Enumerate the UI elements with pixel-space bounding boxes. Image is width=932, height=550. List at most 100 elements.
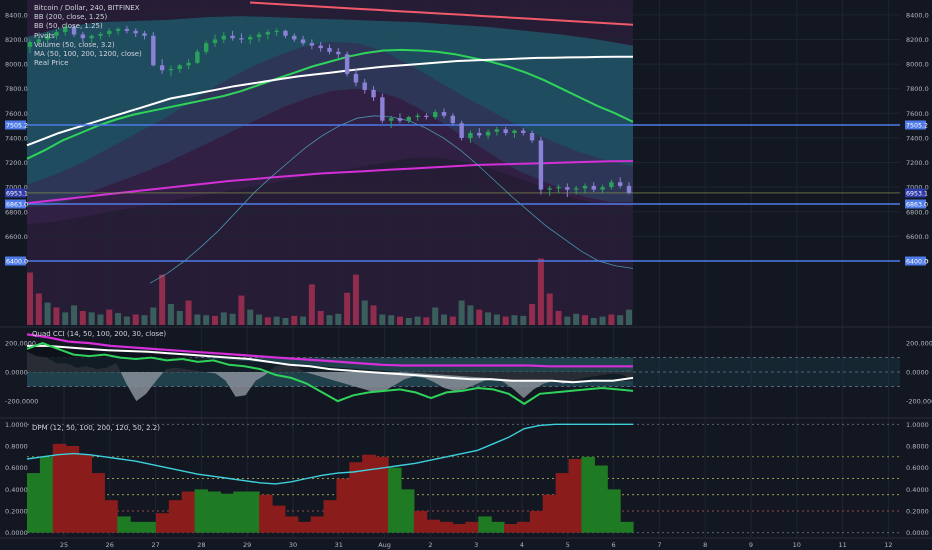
volume-bar [62,312,69,325]
price-tick-label-right: 6800.0 [906,208,929,216]
candle-body [292,35,297,40]
volume-bar [194,314,201,325]
volume-bar [361,300,368,325]
price-tick-label-left: 7200.0 [5,159,28,167]
volume-bar [555,311,562,325]
dpm-histogram-bar [465,521,479,533]
candle-body [538,140,544,190]
dpm-title[interactable]: DPM (12, 50, 100, 200, 120, 50, 2.2) [32,424,160,432]
dpm-tick-right: 0.6000 [906,464,929,472]
candle-body [626,185,632,193]
x-tick-label: 25 [60,541,68,549]
cci-tick-right: 0.0000 [906,369,929,377]
candle-body [54,32,59,36]
price-tick-label-left: 7800.0 [5,85,28,93]
quad-cci-title[interactable]: Quad CCI (14, 50, 100, 200, 30, close) [32,330,167,338]
candle-body [573,188,579,190]
dpm-line [26,423,633,485]
candle-body [230,35,235,39]
last-price-tag-bg-left [5,188,26,198]
legend-entry-volume[interactable]: Volume (50, close, 3.2) [34,40,115,49]
candle-body [159,65,165,71]
candle-body [529,133,535,141]
candle-body [450,115,456,124]
legend-entry-pivots[interactable]: Pivots [34,31,55,40]
cci-fill [27,345,633,381]
dpm-tick-left: 1.0000 [5,421,28,429]
candle-body [521,130,526,133]
volume-bar [441,314,448,325]
legend-entry-bb50[interactable]: BB (50, close, 1.25) [34,22,103,31]
x-tick-label: 27 [151,541,159,549]
candle-body [239,38,244,40]
volume-bar [432,307,439,325]
candle-body [600,187,605,190]
candle-body [406,117,411,121]
dpm-histogram-bar [91,473,105,533]
candle-body [186,62,191,66]
ma50-line [26,48,634,160]
dpm-histogram-bar [478,516,492,533]
x-tick-label: 29 [243,541,251,549]
dpm-histogram-bar [259,494,273,533]
dpm-histogram-bar [529,511,544,533]
candle-body [371,89,376,98]
dpm-histogram-bar [181,491,196,533]
candle-body [203,43,209,52]
x-tick-label: 9 [749,541,753,549]
dpm-histogram-bar [220,493,234,533]
candle-body [115,29,121,31]
ma1200-line [249,1,634,26]
price-tick-label-right: 8400.0 [906,11,929,19]
dpm-histogram-bar [516,521,531,533]
candle-body [89,35,94,39]
pivot-tag-left: 6863.0 [6,202,28,209]
volume-bar [449,316,456,325]
volume-bar [326,315,333,325]
dpm-histogram-bar [168,500,183,533]
candle-body [344,54,350,74]
dpm-histogram-bar [65,446,80,533]
dpm-pane[interactable] [26,423,900,534]
dpm-tick-left: 0.6000 [5,464,28,472]
price-tick-label-right: 7400.0 [906,134,929,142]
volume-bar [211,315,218,325]
legend-entry-bb200[interactable]: BB (200, close, 1.25) [34,13,108,22]
candle-body [151,35,156,66]
candle-body [265,32,271,35]
legend-entry-real-price[interactable]: Real Price [34,59,69,68]
candle-body [309,43,315,46]
pivot-tag-bg-right [905,199,926,209]
legend-entry-ma[interactable]: MA (50, 100, 200, 1200, close) [34,50,142,59]
candle-body [362,82,367,90]
cci-tick-left: 0.0000 [5,369,28,377]
bb50-band [27,41,633,225]
candle-body [424,115,429,117]
volume-bar [317,311,324,325]
volume-bar [308,284,315,325]
dpm-histogram-bar [439,521,454,533]
dpm-histogram-bar [143,521,157,533]
volume-bar [273,316,280,325]
pivot-tag-left: 6400.0 [6,259,28,266]
x-tick-label: 7 [657,541,661,549]
quad-cci-pane[interactable] [26,333,900,406]
price-tick-label-right: 7600.0 [906,110,929,118]
dpm-histogram-bar [117,516,131,533]
dpm-histogram-bar [271,505,286,533]
volume-bar [220,312,227,325]
dpm-histogram-bar [336,478,350,533]
volume-bar [123,316,130,325]
dpm-histogram-bar [104,500,118,533]
price-pane[interactable] [26,1,900,326]
dpm-histogram-bar [400,489,415,533]
volume-bar [493,314,500,325]
dpm-histogram-bar [207,491,222,533]
dpm-tick-left: 0.4000 [5,486,28,494]
volume-bar [150,307,157,325]
candle-body [212,39,218,44]
dpm-histogram-bar [452,524,466,533]
x-tick-label: Aug [378,541,391,549]
price-tick-label-right: 8200.0 [906,36,929,44]
